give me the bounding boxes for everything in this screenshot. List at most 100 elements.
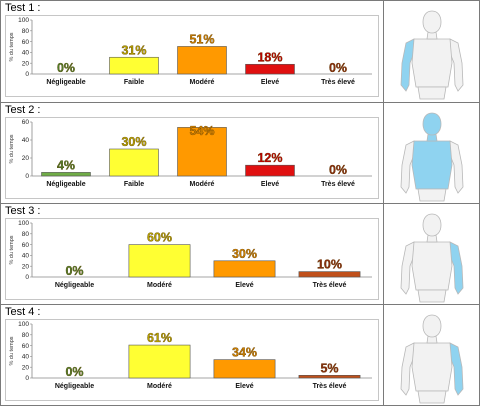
y-tick-label: 60 xyxy=(22,242,30,249)
y-tick-label: 40 xyxy=(22,253,30,260)
mannequin-head xyxy=(422,112,442,136)
y-axis-title: % du temps xyxy=(9,336,15,365)
category-label: Très élevé xyxy=(313,282,347,289)
mannequin-hips xyxy=(417,86,447,100)
mannequin-head xyxy=(422,10,442,34)
data-label: 12% xyxy=(257,151,282,165)
y-tick-label: 80 xyxy=(22,231,30,238)
mannequin-hips xyxy=(417,390,447,404)
y-tick-label: 100 xyxy=(18,321,29,328)
y-tick-label: 20 xyxy=(22,155,30,162)
data-label: 51% xyxy=(189,32,214,46)
category-label: Modéré xyxy=(147,282,172,289)
test-label-1: Test 1 : xyxy=(5,2,41,14)
y-tick-label: 100 xyxy=(18,220,29,227)
bar-4 xyxy=(245,164,295,177)
data-label: 4% xyxy=(57,158,75,172)
y-tick-label: 20 xyxy=(22,263,30,270)
bar-3 xyxy=(177,46,227,75)
figure-cell-3 xyxy=(383,204,480,304)
category-label: Négligeable xyxy=(55,282,94,289)
bar-chart-3: % du temps 0 20 40 60 80 100 0% Négligeable 60% Mo… xyxy=(9,220,372,289)
category-label: Elevé xyxy=(235,383,253,390)
category-label: Faible xyxy=(124,181,144,188)
data-label: 61% xyxy=(147,331,172,345)
category-label: Très élevé xyxy=(313,383,347,390)
y-tick-label: 0 xyxy=(25,173,29,180)
y-tick-label: 0 xyxy=(25,71,29,78)
category-label: Faible xyxy=(124,79,144,86)
mannequin-torso xyxy=(411,342,453,392)
data-label: 5% xyxy=(320,361,338,375)
test-row-2: Test 2 : % du temps 0 20 40 60 4% Négligeable 3… xyxy=(1,102,479,203)
data-label: 30% xyxy=(232,247,257,261)
mannequin-hips xyxy=(417,289,447,303)
y-tick-label: 40 xyxy=(22,137,30,144)
category-label: Modéré xyxy=(190,181,215,188)
bar-3 xyxy=(213,260,276,278)
chart-box-2: % du temps 0 20 40 60 4% Négligeable 30% Faible 5… xyxy=(5,117,379,199)
mannequin-torso xyxy=(411,38,453,88)
chart-box-4: % du temps 0 20 40 60 80 100 0% Négligeable 61% Mo… xyxy=(5,319,379,401)
mannequin-head xyxy=(422,314,442,338)
data-label: 0% xyxy=(65,365,83,379)
y-tick-label: 80 xyxy=(22,332,30,339)
test-label-2: Test 2 : xyxy=(5,104,41,116)
category-label: Négligeable xyxy=(46,79,85,86)
test-label-3: Test 3 : xyxy=(5,205,41,217)
data-label: 34% xyxy=(232,346,257,360)
mannequin-left-arm-highlight-icon xyxy=(400,213,464,303)
data-label: 54% xyxy=(189,124,214,138)
data-label: 18% xyxy=(257,50,282,64)
category-label: Elevé xyxy=(261,79,279,86)
test-row-4: Test 4 : % du temps 0 20 40 60 80 100 0% Néglige… xyxy=(1,304,479,405)
bar-2 xyxy=(128,344,191,379)
bar-4 xyxy=(298,271,361,278)
y-axis-title: % du temps xyxy=(9,32,15,61)
data-label: 60% xyxy=(147,231,172,245)
bar-4 xyxy=(245,63,295,75)
chart-cell-4: Test 4 : % du temps 0 20 40 60 80 100 0% Néglige… xyxy=(1,305,383,405)
y-tick-label: 20 xyxy=(22,364,30,371)
bar-3 xyxy=(177,127,227,177)
y-tick-label: 60 xyxy=(22,39,30,46)
bar-4 xyxy=(298,374,361,379)
bar-3 xyxy=(213,359,276,379)
figure-cell-1 xyxy=(383,1,480,102)
category-label: Elevé xyxy=(235,282,253,289)
y-tick-label: 100 xyxy=(18,17,29,24)
y-tick-label: 0 xyxy=(25,274,29,281)
y-tick-label: 0 xyxy=(25,375,29,382)
mannequin-head xyxy=(422,213,442,237)
data-label: 31% xyxy=(121,43,146,57)
test-row-1: Test 1 : % du temps 0 20 40 60 80 100 0% Néglige… xyxy=(1,1,479,102)
category-label: Négligeable xyxy=(55,383,94,390)
y-axis-title: % du temps xyxy=(9,235,15,264)
category-label: Elevé xyxy=(261,181,279,188)
mannequin-torso xyxy=(411,241,453,291)
category-label: Très élevé xyxy=(321,79,355,86)
chart-cell-1: Test 1 : % du temps 0 20 40 60 80 100 0% Néglige… xyxy=(1,1,383,102)
data-label: 0% xyxy=(57,61,75,75)
data-label: 10% xyxy=(317,258,342,272)
test-label-4: Test 4 : xyxy=(5,306,41,318)
bar-chart-2: % du temps 0 20 40 60 4% Négligeable 30% Faible 5… xyxy=(9,119,372,188)
chart-box-3: % du temps 0 20 40 60 80 100 0% Négligeable 60% Mo… xyxy=(5,218,379,300)
bar-chart-4: % du temps 0 20 40 60 80 100 0% Négligeable 61% Mo… xyxy=(9,321,372,390)
data-label: 0% xyxy=(329,61,347,75)
category-label: Modéré xyxy=(190,79,215,86)
chart-box-1: % du temps 0 20 40 60 80 100 0% Négligeable 31% Fa… xyxy=(5,15,379,97)
mannequin-torso-head-highlight-icon xyxy=(400,112,464,202)
bar-2 xyxy=(128,244,191,278)
category-label: Négligeable xyxy=(46,181,85,188)
data-label: 0% xyxy=(65,264,83,278)
y-tick-label: 60 xyxy=(22,119,30,126)
y-tick-label: 60 xyxy=(22,343,30,350)
y-tick-label: 40 xyxy=(22,50,30,57)
bar-1 xyxy=(41,172,91,177)
test-row-3: Test 3 : % du temps 0 20 40 60 80 100 0% Néglige… xyxy=(1,203,479,304)
mannequin-right-arm-highlight-icon xyxy=(400,10,464,100)
figure-cell-2 xyxy=(383,103,480,203)
bar-2 xyxy=(109,56,159,75)
